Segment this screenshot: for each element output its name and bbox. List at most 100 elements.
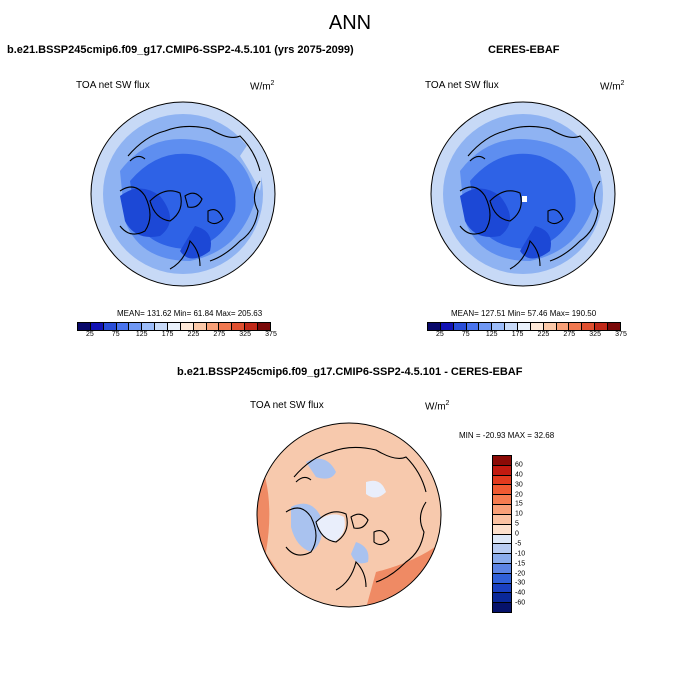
panel-3-colorbar-label: 10 <box>515 510 523 518</box>
panel-3-title: b.e21.BSSP245cmip6.f09_g17.CMIP6-SSP2-4.… <box>177 366 523 378</box>
panel-3-colorbar-label: -20 <box>515 570 526 577</box>
panel-2-colorbar-swatch <box>453 323 467 330</box>
panel-2-colorbar-swatch <box>582 323 596 330</box>
panel-1-colorbar-label: 25 <box>86 331 94 338</box>
panel-1-colorbar-swatches <box>77 322 271 331</box>
panel-1-colorbar-swatch <box>129 323 143 330</box>
panel-3-colorbar-label: 60 <box>515 461 523 469</box>
panel-3-colorbar-label: 5 <box>515 520 519 528</box>
panel-2-colorbar-swatch <box>518 323 531 330</box>
panel-3-colorbar-swatch <box>493 544 511 555</box>
panel-2-units: W/m2 <box>600 80 625 93</box>
panel-3-map <box>256 422 442 608</box>
panel-3-colorbar-label: 20 <box>515 491 523 498</box>
panel-1-colorbar-label: 75 <box>111 331 120 338</box>
panel-1-colorbar-label: 175 <box>161 331 174 338</box>
panel-3-colorbar-swatch <box>493 495 511 506</box>
panel-1-colorbar-labels: 25 75 125 175 225 275 325 375 <box>77 331 277 341</box>
panel-2-colorbar-swatches <box>427 322 621 331</box>
panel-2-colorbar-swatch <box>492 323 506 330</box>
panel-1-colorbar-label: 375 <box>265 331 277 338</box>
panel-3-stats: MIN = -20.93 MAX = 32.68 <box>459 431 555 440</box>
panel-1-colorbar-swatch <box>142 323 156 330</box>
panel-1-colorbar-label: 225 <box>187 331 200 338</box>
panel-2-colorbar-swatch <box>543 323 557 330</box>
panel-3-colorbar-label: 15 <box>515 500 523 508</box>
panel-1-colorbar-swatch <box>116 323 130 330</box>
panel-2-colorbar-labels: 25 75 125 175 225 275 325 375 <box>427 331 627 341</box>
panel-2-colorbar-label: 75 <box>461 331 470 338</box>
panel-1-colorbar-swatch <box>180 323 194 330</box>
panel-3-colorbar-swatch <box>493 573 511 584</box>
panel-2-colorbar-label: 175 <box>511 331 524 338</box>
panel-3-colorbar-swatch <box>493 456 511 466</box>
panel-1-colorbar-swatch <box>206 323 220 330</box>
panel-1-colorbar-label: 325 <box>239 331 251 338</box>
panel-1-colorbar-swatch <box>193 323 207 330</box>
panel-2-colorbar-swatch <box>595 323 609 330</box>
panel-2-colorbar-swatch <box>479 323 493 330</box>
panel-1-colorbar-swatch <box>168 323 181 330</box>
panel-1-colorbar-swatch <box>155 323 169 330</box>
panel-3-colorbar-label: -30 <box>515 579 526 587</box>
panel-2-colorbar-swatch <box>466 323 480 330</box>
panel-2-colorbar-swatch <box>505 323 519 330</box>
panel-3-colorbar-swatch <box>493 505 511 515</box>
panel-3-colorbar-swatch <box>493 534 511 545</box>
panel-3-colorbar-swatch <box>493 554 511 564</box>
panel-3-colorbar-label: 30 <box>515 481 523 489</box>
panel-3-colorbar-labels: 60 40 30 20 15 10 5 0 -5 -10 -15 -20 -30 -40 -60 <box>515 455 539 613</box>
panel-3-colorbar-swatch <box>493 514 511 525</box>
panel-2-colorbar-label: 375 <box>615 331 627 338</box>
panel-1-units: W/m2 <box>250 80 275 93</box>
panel-3-colorbar-swatch <box>493 593 511 604</box>
panel-1-colorbar-swatch <box>232 323 246 330</box>
figure-title: ANN <box>328 12 372 34</box>
panel-3-colorbar-swatch <box>493 524 511 535</box>
panel-2-map <box>430 101 616 287</box>
panel-2-stats: MEAN= 127.51 Min= 57.46 Max= 190.50 <box>451 309 597 318</box>
panel-2-colorbar-swatch <box>608 323 620 330</box>
panel-3-colorbar-label: -40 <box>515 589 526 597</box>
panel-3-colorbar-swatch <box>493 563 511 574</box>
panel-2-colorbar-label: 25 <box>436 331 444 338</box>
panel-2-colorbar-label: 125 <box>485 331 498 338</box>
panel-3-colorbar-swatch <box>493 475 511 486</box>
panel-2-colorbar-label: 275 <box>563 331 576 338</box>
panel-2-colorbar-label: 225 <box>537 331 550 338</box>
panel-1-title: b.e21.BSSP245cmip6.f09_g17.CMIP6-SSP2-4.… <box>7 44 354 56</box>
panel-2-title: CERES-EBAF <box>488 44 560 56</box>
panel-3-colorbar-label: 0 <box>515 530 519 538</box>
panel-3-colorbar-swatch <box>493 465 511 476</box>
panel-3-colorbar-label: -15 <box>515 560 526 568</box>
panel-3-colorbar-swatch <box>493 485 511 496</box>
panel-1-colorbar-label: 125 <box>135 331 148 338</box>
panel-2-variable: TOA net SW flux <box>425 80 499 91</box>
panel-3-units: W/m2 <box>425 400 450 413</box>
panel-2-colorbar-swatch <box>428 323 441 330</box>
panel-1-colorbar-swatch <box>219 323 233 330</box>
panel-1-colorbar-swatch <box>90 323 104 330</box>
panel-2-colorbar-swatch <box>440 323 454 330</box>
panel-3-colorbar-label: -60 <box>515 599 526 607</box>
panel-3-colorbar <box>492 455 512 613</box>
panel-3-colorbar-swatch <box>493 603 511 612</box>
panel-3-colorbar-label: -10 <box>515 550 526 558</box>
panel-1-colorbar-swatch <box>258 323 270 330</box>
panel-2-colorbar-swatch <box>569 323 583 330</box>
panel-2-colorbar-swatch <box>530 323 544 330</box>
panel-1-variable: TOA net SW flux <box>76 80 150 91</box>
panel-2-colorbar: 25 75 125 175 225 275 325 375 <box>427 322 627 341</box>
panel-2-colorbar-swatch <box>556 323 570 330</box>
panel-2-colorbar-label: 325 <box>589 331 601 338</box>
panel-1-colorbar-swatch <box>245 323 259 330</box>
panel-1-colorbar-swatch <box>78 323 91 330</box>
panel-1-map <box>90 101 276 287</box>
panel-3-colorbar-swatch <box>493 583 511 594</box>
panel-1-colorbar-label: 275 <box>213 331 226 338</box>
panel-3-colorbar-label: 40 <box>515 471 523 479</box>
panel-1-stats: MEAN= 131.62 Min= 61.84 Max= 205.63 <box>117 309 263 318</box>
panel-3-colorbar-label: -5 <box>515 540 522 548</box>
panel-3-variable: TOA net SW flux <box>250 400 324 411</box>
panel-1-colorbar: 25 75 125 175 225 275 325 375 <box>77 322 277 341</box>
